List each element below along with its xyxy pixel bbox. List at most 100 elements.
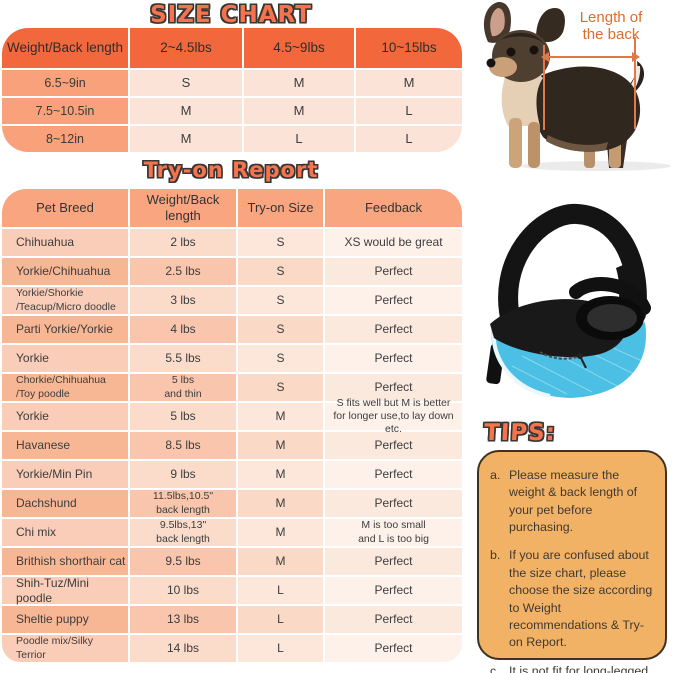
feedback-cell: Perfect (325, 577, 462, 604)
tip-item-text: If you are confused about the size chart… (509, 548, 653, 650)
back-length-label: 6.5~9in (2, 70, 128, 96)
weight-cell: 5.5 lbs (130, 345, 236, 372)
size-chart-title: SIZE CHART (150, 2, 312, 28)
size-value: S (130, 70, 242, 96)
weight-cell: 2.5 lbs (130, 258, 236, 285)
tip-item-label: c. (490, 663, 500, 673)
tryon-size-cell: S (238, 229, 323, 256)
tryon-report-table: Pet Breed Weight/Back length Try-on Size… (2, 189, 462, 662)
feedback-cell: Perfect (325, 461, 462, 488)
tips-box: a. Please measure the weight & back leng… (477, 450, 667, 673)
weight-cell: 11.5lbs,10.5" back length (130, 490, 236, 517)
measure-arrow (541, 52, 640, 62)
tryon-size-cell: S (238, 374, 323, 401)
feedback-cell: Perfect (325, 316, 462, 343)
size-chart-header-2-4lbs: 2~4.5lbs (130, 28, 242, 68)
tryon-size-cell: S (238, 345, 323, 372)
pet-breed-cell: Chihuahua (2, 229, 128, 256)
tip-item: c. It is not fit for long-legged dog bre… (490, 663, 657, 673)
feedback-cell: Perfect (325, 432, 462, 459)
feedback-cell: Perfect (325, 258, 462, 285)
weight-cell: 3 lbs (130, 287, 236, 314)
weight-cell: 14 lbs (130, 635, 236, 662)
tryon-size-cell: M (238, 548, 323, 575)
size-chart-header-weight-back: Weight/Back length (2, 28, 128, 68)
feedback-cell: Perfect (325, 548, 462, 575)
pet-breed-cell: Chi mix (2, 519, 128, 546)
feedback-cell: XS would be great (325, 229, 462, 256)
tryon-size-cell: L (238, 577, 323, 604)
size-value: L (244, 126, 354, 152)
feedback-cell: Perfect (325, 635, 462, 662)
tryon-header-pet-breed: Pet Breed (2, 189, 128, 227)
tryon-size-cell: L (238, 606, 323, 633)
weight-cell: 9.5 lbs (130, 548, 236, 575)
tryon-report-title: Try-on Report (143, 158, 319, 182)
tip-item-label: a. (490, 468, 501, 482)
size-chart-header-10-15lbs: 10~15lbs (356, 28, 462, 68)
pet-breed-cell: Sheltie puppy (2, 606, 128, 633)
size-value: M (244, 70, 354, 96)
size-chart-header-4-9lbs: 4.5~9lbs (244, 28, 354, 68)
feedback-cell: Perfect (325, 287, 462, 314)
back-length-label: 7.5~10.5in (2, 98, 128, 124)
size-value: M (356, 70, 462, 96)
weight-cell: 13 lbs (130, 606, 236, 633)
tip-item-label: b. (490, 548, 501, 563)
size-chart-table: Weight/Back length 2~4.5lbs 4.5~9lbs 10~… (2, 28, 462, 152)
tryon-size-cell: M (238, 403, 323, 430)
measure-line-front (543, 45, 545, 130)
tryon-size-cell: L (238, 635, 323, 662)
weight-cell: 4 lbs (130, 316, 236, 343)
tryon-header-weight-back: Weight/Back length (130, 189, 236, 227)
tryon-size-cell: M (238, 490, 323, 517)
feedback-cell: S fits well but M is better for longer u… (325, 397, 462, 435)
feedback-cell: M is too small and L is too big (325, 519, 462, 546)
feedback-cell: Perfect (325, 606, 462, 633)
tryon-size-cell: M (238, 461, 323, 488)
weight-cell: 9 lbs (130, 461, 236, 488)
pet-breed-cell: Parti Yorkie/Yorkie (2, 316, 128, 343)
pet-breed-cell: Yorkie/Chihuahua (2, 258, 128, 285)
bag-strap (498, 204, 647, 336)
pet-breed-cell: Brithish shorthair cat (2, 548, 128, 575)
tryon-size-cell: S (238, 316, 323, 343)
tips-title: TIPS: (483, 420, 557, 446)
feedback-cell: Perfect (325, 345, 462, 372)
pet-breed-cell: Yorkie (2, 403, 128, 430)
size-value: L (356, 126, 462, 152)
size-value: M (244, 98, 354, 124)
size-value: M (130, 126, 242, 152)
tryon-size-cell: M (238, 432, 323, 459)
weight-cell: 9.5lbs,13" back length (130, 519, 236, 546)
weight-cell: 5 lbs and thin (130, 374, 236, 401)
feedback-cell: Perfect (325, 490, 462, 517)
pet-breed-cell: Yorkie/Shorkie /Teacup/Micro doodle (2, 287, 128, 314)
size-value: M (130, 98, 242, 124)
pet-breed-cell: Poodle mix/Silky Terrior (2, 635, 128, 662)
dog-shadow (521, 161, 671, 171)
tip-item-text: It is not fit for long-legged dog breed,… (509, 663, 649, 673)
tip-item: a. Please measure the weight & back leng… (490, 467, 657, 536)
pet-breed-cell: Chorkie/Chihuahua /Toy poodle (2, 374, 128, 401)
weight-cell: 10 lbs (130, 577, 236, 604)
back-length-label: 8~12in (2, 126, 128, 152)
tip-item-text: Please measure the weight & back length … (509, 468, 638, 535)
pet-breed-cell: Shih-Tuz/Mini poodle (2, 576, 128, 605)
tryon-size-cell: S (238, 258, 323, 285)
tryon-size-cell: S (238, 287, 323, 314)
back-length-label-text: Length of the back (579, 9, 643, 44)
tip-item: b. If you are confused about the size ch… (490, 547, 657, 651)
chihuahua-photo (483, 1, 671, 171)
tryon-header-size: Try-on Size (238, 189, 323, 227)
tryon-header-feedback: Feedback (325, 189, 462, 227)
pet-breed-cell: Dachshund (2, 490, 128, 517)
feedback-cell: Perfect (325, 374, 462, 401)
size-value: L (356, 98, 462, 124)
weight-cell: 2 lbs (130, 229, 236, 256)
pet-breed-cell: Havanese (2, 432, 128, 459)
weight-cell: 5 lbs (130, 403, 236, 430)
weight-cell: 8.5 lbs (130, 432, 236, 459)
sling-bag-photo (486, 204, 651, 398)
